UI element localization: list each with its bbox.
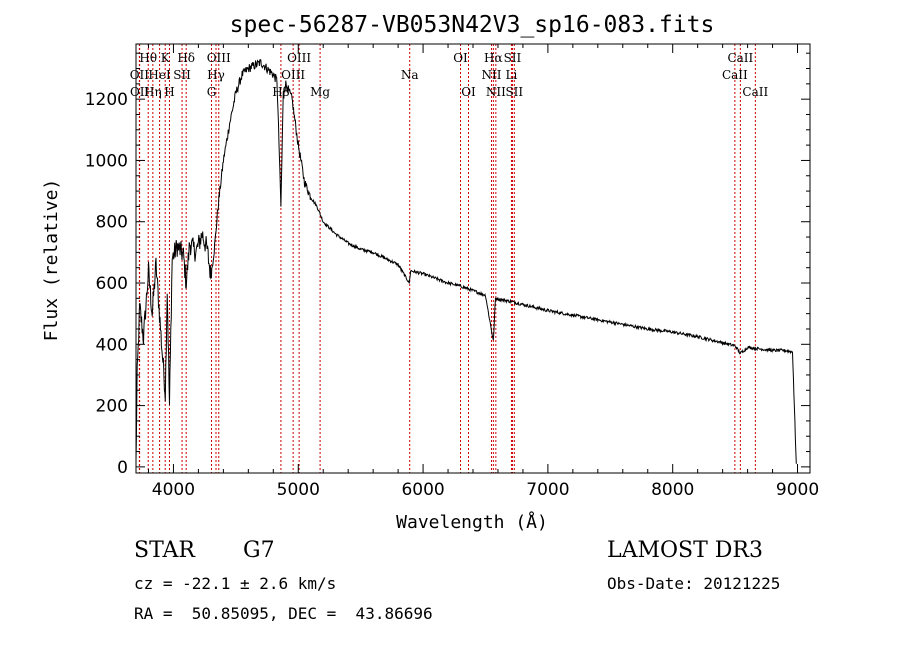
y-tick-label: 400 (96, 335, 128, 355)
plot-frame (135, 43, 811, 474)
redshift-velocity: cz = -22.1 ± 2.6 km/s (134, 574, 337, 593)
y-tick-label: 600 (96, 274, 128, 294)
object-subclass: G7 (243, 538, 275, 563)
chart-title: spec-56287-VB053N42V3_sp16-083.fits (230, 12, 715, 38)
spectral-line-label: CaII (727, 51, 753, 65)
observation-date: Obs-Date: 20121225 (607, 574, 781, 593)
spectral-line-label: Na (401, 68, 419, 82)
x-tick-label: 6000 (401, 480, 444, 500)
x-tick-label: 5000 (277, 480, 320, 500)
spectral-line-label: Li (506, 68, 518, 82)
y-tick-label: 800 (96, 213, 128, 233)
spectral-line-label: SII (505, 85, 523, 99)
x-tick-label: 8000 (651, 480, 694, 500)
spectral-line-label: CaII (742, 85, 768, 99)
spectral-line-label: SII (504, 51, 522, 65)
spectral-line-label: OIII (281, 68, 305, 82)
spectral-line-label: OII (130, 85, 150, 99)
spectral-line-label: Hθ (139, 51, 157, 65)
x-tick-label: 4000 (152, 480, 195, 500)
spectral-line-markers (138, 44, 756, 473)
y-axis-ticks: 0 200 400 600 800 1000 1200 (85, 52, 810, 478)
x-tick-label: 9000 (776, 480, 819, 500)
spectral-line-label: HeI (148, 68, 171, 82)
survey-name: LAMOST DR3 (607, 538, 763, 563)
x-tick-label: 7000 (526, 480, 569, 500)
spectral-line-label: Hα (484, 51, 503, 65)
spectral-line-label: OI (461, 85, 476, 99)
spectral-line-label: NII (486, 85, 506, 99)
spectral-line-label: NII (481, 68, 501, 82)
spectral-line-label: K (161, 51, 171, 65)
spectral-line-label: CaII (722, 68, 748, 82)
spectral-line-label: Mg (310, 85, 330, 99)
spectral-line-label: Hη (144, 85, 162, 99)
spectral-line-label: OII (130, 68, 150, 82)
y-axis-label: Flux (relative) (41, 179, 62, 342)
y-tick-label: 1000 (85, 151, 128, 171)
spectral-line-label: OIII (287, 51, 311, 65)
coordinates: RA = 50.85095, DEC = 43.86696 (134, 604, 433, 623)
y-tick-label: 200 (96, 397, 128, 417)
spectral-line-label: OI (453, 51, 468, 65)
y-tick-label: 0 (117, 458, 128, 478)
spectral-line-label: OIII (207, 51, 231, 65)
x-axis-ticks: 4000 5000 6000 7000 8000 9000 (147, 44, 819, 500)
y-tick-label: 1200 (85, 90, 128, 110)
x-axis-label: Wavelength (Å) (396, 511, 548, 533)
spectrum-line (135, 59, 797, 464)
spectral-line-label: G (207, 85, 217, 99)
object-class: STAR (134, 538, 195, 563)
spectral-line-label: Hδ (177, 51, 195, 65)
spectral-line-label: Hγ (207, 68, 225, 82)
spectral-line-label: SII (173, 68, 191, 82)
spectral-line-label: H (164, 85, 174, 99)
